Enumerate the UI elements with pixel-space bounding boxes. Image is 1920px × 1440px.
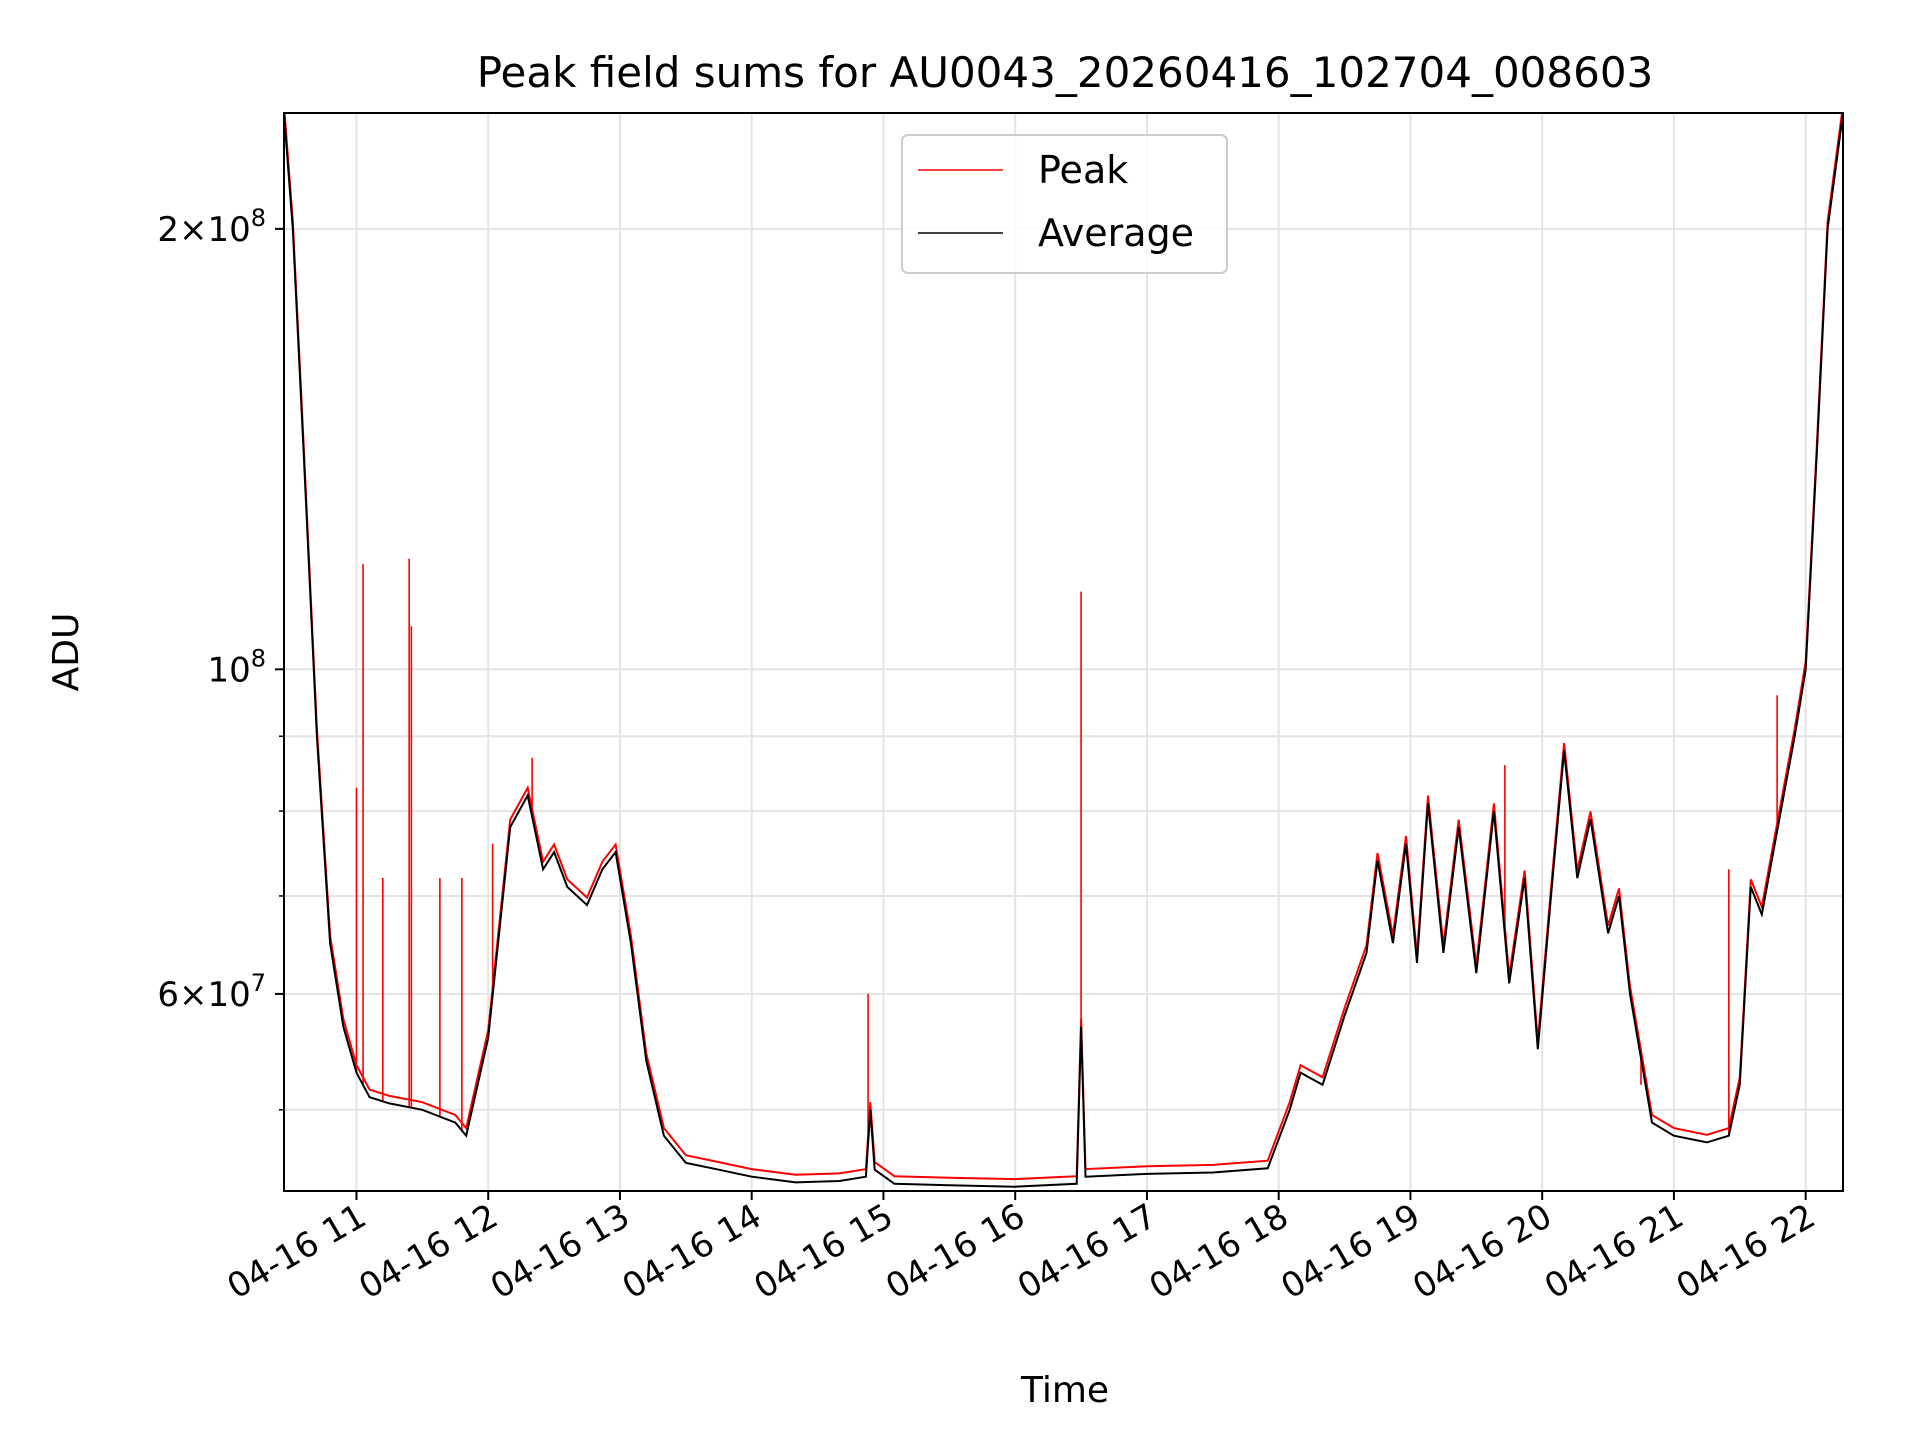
y-tick-label: 108 — [207, 644, 266, 690]
legend-label-average: Average — [1038, 211, 1194, 255]
x-tick-label: 04-16 14 — [616, 1196, 768, 1307]
x-tick-label: 04-16 11 — [221, 1196, 373, 1307]
x-tick-label: 04-16 17 — [1011, 1196, 1163, 1307]
x-tick-label: 04-16 22 — [1670, 1196, 1822, 1307]
x-tick-label: 04-16 20 — [1406, 1196, 1558, 1307]
grid-layer — [284, 113, 1843, 1191]
plot-frame — [283, 112, 1844, 1192]
x-tick-label: 04-16 18 — [1143, 1196, 1295, 1307]
chart-title: Peak field sums for AU0043_20260416_1027… — [477, 48, 1654, 97]
y-tick-label: 6×107 — [157, 969, 266, 1015]
legend-label-peak: Peak — [1038, 148, 1128, 192]
x-tick-label: 04-16 12 — [352, 1196, 504, 1307]
y-tick-label: 2×108 — [157, 204, 266, 250]
x-tick-label: 04-16 13 — [484, 1196, 636, 1307]
x-tick-label: 04-16 21 — [1538, 1196, 1690, 1307]
series-layer — [284, 113, 1843, 1188]
x-tick-label: 04-16 15 — [748, 1196, 900, 1307]
series-line-average — [284, 113, 1843, 1188]
x-tick-label: 04-16 16 — [879, 1196, 1031, 1307]
y-axis-title: ADU — [46, 613, 87, 692]
x-tick-label: 04-16 19 — [1275, 1196, 1427, 1307]
x-axis-title: Time — [1020, 1370, 1109, 1411]
legend: Peak Average — [901, 134, 1228, 274]
